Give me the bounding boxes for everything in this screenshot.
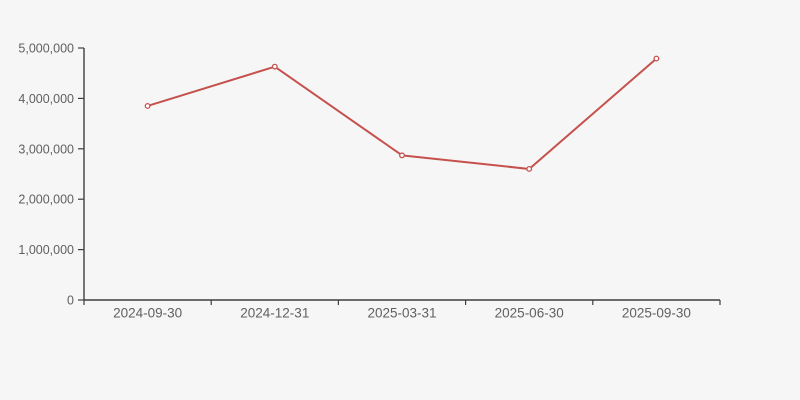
- data-point-marker: [399, 152, 405, 159]
- data-point-marker: [144, 103, 151, 109]
- data-point-marker: [653, 55, 660, 62]
- x-axis-label: 2024-12-31: [240, 306, 309, 321]
- y-axis-label: 3,000,000: [18, 142, 74, 156]
- x-axis-label: 2025-03-31: [367, 306, 436, 321]
- x-axis-label: 2024-09-30: [113, 306, 182, 321]
- data-point-marker: [271, 63, 278, 70]
- y-axis-label: 0: [67, 294, 74, 308]
- y-axis-label: 1,000,000: [18, 243, 74, 257]
- data-point-marker: [526, 166, 533, 172]
- y-axis-label: 4,000,000: [18, 92, 74, 106]
- y-axis-label: 5,000,000: [18, 42, 74, 56]
- x-axis-label: 2025-06-30: [495, 306, 564, 321]
- y-axis-label: 2,000,000: [18, 193, 74, 207]
- x-axis-label: 2025-09-30: [622, 306, 691, 321]
